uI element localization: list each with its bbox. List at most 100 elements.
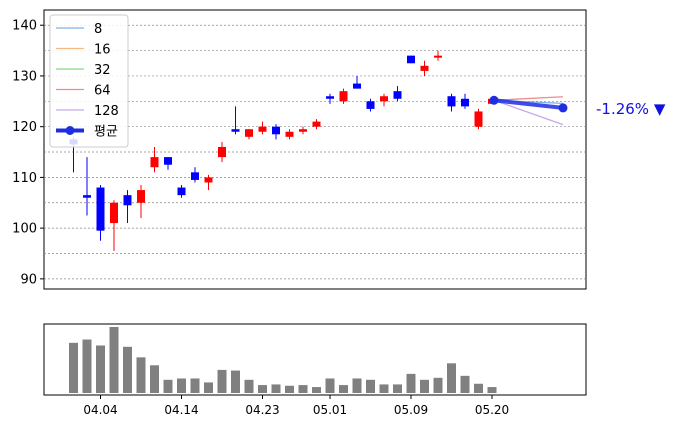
candle-body xyxy=(407,55,415,64)
projection-start-marker xyxy=(489,95,499,105)
volume-bar xyxy=(82,339,92,393)
candle xyxy=(393,86,402,102)
volume-bar xyxy=(460,375,470,393)
candle xyxy=(380,93,388,107)
legend-marker xyxy=(65,126,75,135)
average-projection xyxy=(489,95,568,126)
volume-bar xyxy=(244,379,254,393)
candle xyxy=(177,185,186,198)
volume-bar xyxy=(217,369,227,393)
candle xyxy=(218,141,226,163)
candle-body xyxy=(96,187,105,231)
candle-body xyxy=(326,96,334,99)
x-tick-label: 04.04 xyxy=(83,403,117,417)
candle xyxy=(123,190,132,224)
volume-bar xyxy=(339,385,348,393)
candle-body xyxy=(393,91,402,99)
legend: 8 16 32 64 128 평균 xyxy=(49,14,129,148)
volume-bar xyxy=(298,385,308,393)
price-plot-frame xyxy=(43,9,587,290)
volume-bar xyxy=(190,378,200,393)
volume-bar xyxy=(231,370,240,393)
volume-bar xyxy=(352,378,362,393)
y-tick-label: 130 xyxy=(12,69,37,84)
candle-body xyxy=(218,146,226,158)
legend-label: 128 xyxy=(94,104,119,119)
candle xyxy=(245,129,253,140)
candle xyxy=(231,106,240,135)
candle-body xyxy=(177,187,186,196)
candle-body xyxy=(231,129,240,132)
volume-bar xyxy=(109,327,119,393)
price-y-axis: 90 100 110 120 130 140 xyxy=(12,19,44,287)
candle-body xyxy=(447,96,456,107)
volume-bar xyxy=(474,383,483,393)
x-tick-label: 04.23 xyxy=(245,403,279,417)
volume-bar xyxy=(69,342,78,393)
y-tick-label: 90 xyxy=(20,272,37,287)
candle xyxy=(204,174,213,191)
candle-body xyxy=(164,157,172,165)
candle xyxy=(272,124,280,140)
y-tick-label: 100 xyxy=(12,222,37,237)
volume-bar xyxy=(271,384,281,393)
y-tick-label: 110 xyxy=(12,171,37,186)
candle-body xyxy=(123,195,132,206)
candle xyxy=(353,75,361,89)
volume-panel: 04.04 04.14 04.23 05.01 05.09 05.20 xyxy=(43,323,587,417)
candle xyxy=(434,50,442,61)
candle xyxy=(366,98,375,112)
candle-body xyxy=(150,157,159,168)
volume-bar xyxy=(379,384,389,393)
x-tick-label: 05.01 xyxy=(313,403,347,417)
candle xyxy=(137,185,145,218)
x-tick-label: 04.14 xyxy=(164,403,198,417)
candlestick-series xyxy=(69,50,496,251)
candle-body xyxy=(110,202,118,224)
candle-body xyxy=(353,83,361,89)
candle xyxy=(110,200,118,251)
volume-bar xyxy=(406,373,416,393)
candle xyxy=(83,157,91,216)
candle xyxy=(420,60,429,76)
average-projection-line xyxy=(493,98,564,110)
candle xyxy=(191,167,199,183)
candle xyxy=(312,119,321,130)
candle-body xyxy=(245,129,253,137)
candle-body xyxy=(137,190,145,203)
change-percent-label: -1.26% ▼ xyxy=(596,100,666,118)
candle-body xyxy=(204,177,213,183)
candle xyxy=(407,55,415,64)
candle xyxy=(339,88,348,104)
candle-body xyxy=(285,131,294,137)
candle xyxy=(164,157,172,170)
candle xyxy=(299,126,307,135)
y-tick-label: 120 xyxy=(12,120,37,135)
candle-body xyxy=(461,98,469,107)
volume-bar xyxy=(96,345,105,393)
x-tick-label: 05.20 xyxy=(475,403,509,417)
volume-bar xyxy=(163,379,173,393)
volume-bar xyxy=(366,379,375,393)
y-tick-label: 140 xyxy=(12,19,37,34)
legend-label: 16 xyxy=(94,43,111,58)
candle-body xyxy=(83,195,91,198)
volume-bar xyxy=(258,385,267,393)
legend-label: 8 xyxy=(94,22,102,37)
candle xyxy=(96,185,105,241)
candle xyxy=(474,108,483,130)
legend-label: 32 xyxy=(94,63,111,78)
candle-body xyxy=(420,65,429,71)
volume-bar xyxy=(177,378,186,393)
volume-bar xyxy=(325,378,335,393)
volume-bar xyxy=(136,357,146,393)
candle-body xyxy=(272,126,280,135)
x-tick-label: 05.09 xyxy=(394,403,428,417)
ma-projection-line xyxy=(493,99,564,126)
candle-body xyxy=(299,129,307,132)
candle-body xyxy=(474,111,483,127)
volume-bar xyxy=(312,387,321,393)
volume-series xyxy=(69,327,497,393)
legend-label: 64 xyxy=(94,84,111,99)
candle xyxy=(447,93,456,112)
